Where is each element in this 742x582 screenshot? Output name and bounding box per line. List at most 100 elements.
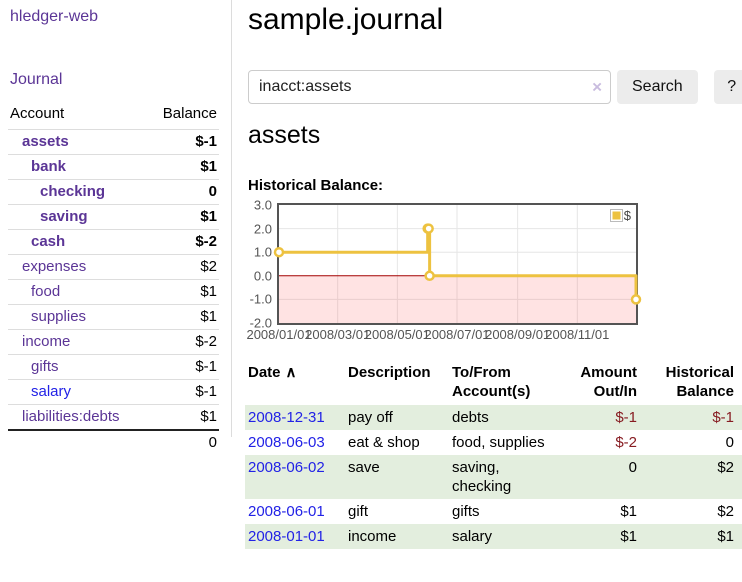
txn-date-cell: 2008-12-31 bbox=[245, 405, 340, 430]
help-button[interactable]: ? bbox=[713, 70, 742, 104]
x-axis-tick-label: 2008/05/01 bbox=[364, 327, 430, 342]
account-row: income $-2 bbox=[8, 329, 219, 355]
txn-date-cell: 2008-06-02 bbox=[245, 455, 340, 499]
sidebar-item-journal[interactable]: Journal bbox=[10, 71, 63, 88]
txn-date-cell: 2008-06-01 bbox=[245, 499, 340, 524]
x-axis-tick-label: 2008/09/01 bbox=[485, 327, 551, 342]
table-row: 2008-01-01 income salary $1 $1 bbox=[245, 524, 742, 549]
col-date-sort[interactable]: Date ∧ bbox=[245, 360, 340, 405]
txn-description: save bbox=[348, 459, 380, 476]
account-link[interactable]: food bbox=[31, 283, 61, 300]
txn-date-link[interactable]: 2008-06-01 bbox=[248, 503, 325, 520]
table-row: 2008-12-31 pay off debts $-1 $-1 bbox=[245, 405, 742, 430]
account-link[interactable]: liabilities:debts bbox=[22, 408, 120, 425]
account-balance: $1 bbox=[147, 279, 219, 305]
txn-date-link[interactable]: 2008-12-31 bbox=[248, 409, 325, 426]
account-row: bank $1 bbox=[8, 154, 219, 180]
account-row: checking 0 bbox=[8, 179, 219, 205]
txn-accounts: debts bbox=[452, 409, 489, 426]
table-row: 2008-06-01 gift gifts $1 $2 bbox=[245, 499, 742, 524]
sidebar: hledger-web Journal Account Balance asse… bbox=[0, 0, 232, 455]
chart-canvas bbox=[273, 205, 642, 323]
txn-description: eat & shop bbox=[348, 434, 420, 451]
account-heading: assets bbox=[248, 121, 321, 149]
account-link[interactable]: gifts bbox=[31, 358, 59, 375]
table-row: 2008-06-03 eat & shop food, supplies $-2 0 bbox=[245, 430, 742, 455]
accounts-total-row: 0 bbox=[8, 429, 219, 455]
account-name-cell: expenses bbox=[8, 254, 148, 280]
account-name-cell: cash bbox=[8, 229, 148, 255]
chart-legend: $ bbox=[609, 208, 631, 223]
account-row: food $1 bbox=[8, 279, 219, 305]
account-balance: $1 bbox=[147, 154, 219, 180]
x-axis-tick-label: 2008/01/01 bbox=[246, 327, 312, 342]
sort-asc-icon: ∧ bbox=[285, 364, 297, 381]
col-accounts: To/From Account(s) bbox=[452, 364, 531, 400]
account-balance: $-1 bbox=[147, 379, 219, 405]
accounts-total-value: 0 bbox=[147, 429, 219, 455]
clear-search-icon[interactable]: × bbox=[592, 77, 602, 97]
legend-label: $ bbox=[623, 208, 631, 223]
main-panel: sample.journal × Search ? assets Histori… bbox=[245, 0, 742, 582]
txn-date-link[interactable]: 2008-01-01 bbox=[248, 528, 325, 545]
y-axis-tick-label: 1.0 bbox=[253, 244, 272, 260]
account-balance: $-1 bbox=[147, 354, 219, 380]
txn-description: income bbox=[348, 528, 397, 545]
y-axis-tick-label: 2.0 bbox=[253, 221, 272, 237]
account-balance: $1 bbox=[147, 404, 219, 430]
x-axis-tick-label: 2008/07/01 bbox=[424, 327, 490, 342]
search-input[interactable] bbox=[248, 70, 611, 104]
y-axis-tick-label: -2.0 bbox=[249, 315, 272, 331]
txn-date-link[interactable]: 2008-06-03 bbox=[248, 434, 325, 451]
txn-accounts: saving, checking bbox=[452, 459, 512, 495]
page-title: sample.journal bbox=[248, 3, 444, 36]
col-balance: Historical Balance bbox=[665, 364, 734, 400]
txn-balance: $2 bbox=[717, 503, 734, 520]
account-link[interactable]: bank bbox=[31, 158, 67, 175]
accounts-header-account: Account bbox=[10, 105, 65, 122]
account-row: supplies $1 bbox=[8, 304, 219, 330]
col-description: Description bbox=[348, 364, 431, 381]
account-link[interactable]: supplies bbox=[31, 308, 87, 325]
balance-chart: 3.0 2.0 1.0 0.0 -1.0 -2.0 $ bbox=[248, 198, 642, 331]
y-axis-tick-label: -1.0 bbox=[249, 291, 272, 307]
chart-x-axis: 2008/01/01 2008/03/01 2008/05/01 2008/07/01… bbox=[246, 327, 640, 343]
txn-accounts: food, supplies bbox=[452, 434, 545, 451]
account-link[interactable]: income bbox=[22, 333, 71, 350]
txn-balance: $-1 bbox=[712, 409, 734, 426]
account-link[interactable]: saving bbox=[40, 208, 88, 225]
account-name-cell: assets bbox=[8, 129, 148, 155]
txn-description: gift bbox=[348, 503, 369, 520]
account-name-cell: saving bbox=[8, 204, 148, 230]
col-date-label: Date bbox=[248, 364, 281, 381]
txn-amount: $1 bbox=[620, 503, 637, 520]
chart-y-axis: 3.0 2.0 1.0 0.0 -1.0 -2.0 bbox=[248, 198, 277, 331]
chart-plot-area[interactable]: $ bbox=[273, 203, 642, 325]
account-link[interactable]: checking bbox=[40, 183, 106, 200]
account-link[interactable]: cash bbox=[31, 233, 66, 250]
register-header-row: Date ∧ Description To/From Account(s) Amo… bbox=[245, 360, 742, 405]
account-row: gifts $-1 bbox=[8, 354, 219, 380]
account-name-cell: liabilities:debts bbox=[8, 404, 148, 430]
x-axis-tick-label: 2008/11/01 bbox=[545, 327, 610, 342]
txn-balance: $2 bbox=[717, 459, 734, 476]
brand-link[interactable]: hledger-web bbox=[10, 8, 99, 25]
account-link[interactable]: assets bbox=[22, 133, 69, 150]
txn-amount: $-1 bbox=[615, 409, 637, 426]
account-name-cell: bank bbox=[8, 154, 148, 180]
account-balance: $2 bbox=[147, 254, 219, 280]
accounts-table: Account Balance assets $-1 bank $1 checking 0… bbox=[8, 103, 219, 455]
table-row: 2008-06-02 save saving, checking 0 $2 bbox=[245, 455, 742, 499]
txn-description: pay off bbox=[348, 409, 393, 426]
txn-balance: $1 bbox=[717, 528, 734, 545]
account-link[interactable]: salary bbox=[31, 383, 72, 400]
search-form: × Search ? bbox=[248, 70, 742, 104]
account-balance: $-2 bbox=[147, 229, 219, 255]
register-table: Date ∧ Description To/From Account(s) Amo… bbox=[245, 360, 742, 549]
account-link[interactable]: expenses bbox=[22, 258, 87, 275]
txn-date-link[interactable]: 2008-06-02 bbox=[248, 459, 325, 476]
search-button[interactable]: Search bbox=[617, 70, 698, 104]
txn-amount: $1 bbox=[620, 528, 637, 545]
account-row: expenses $2 bbox=[8, 254, 219, 280]
